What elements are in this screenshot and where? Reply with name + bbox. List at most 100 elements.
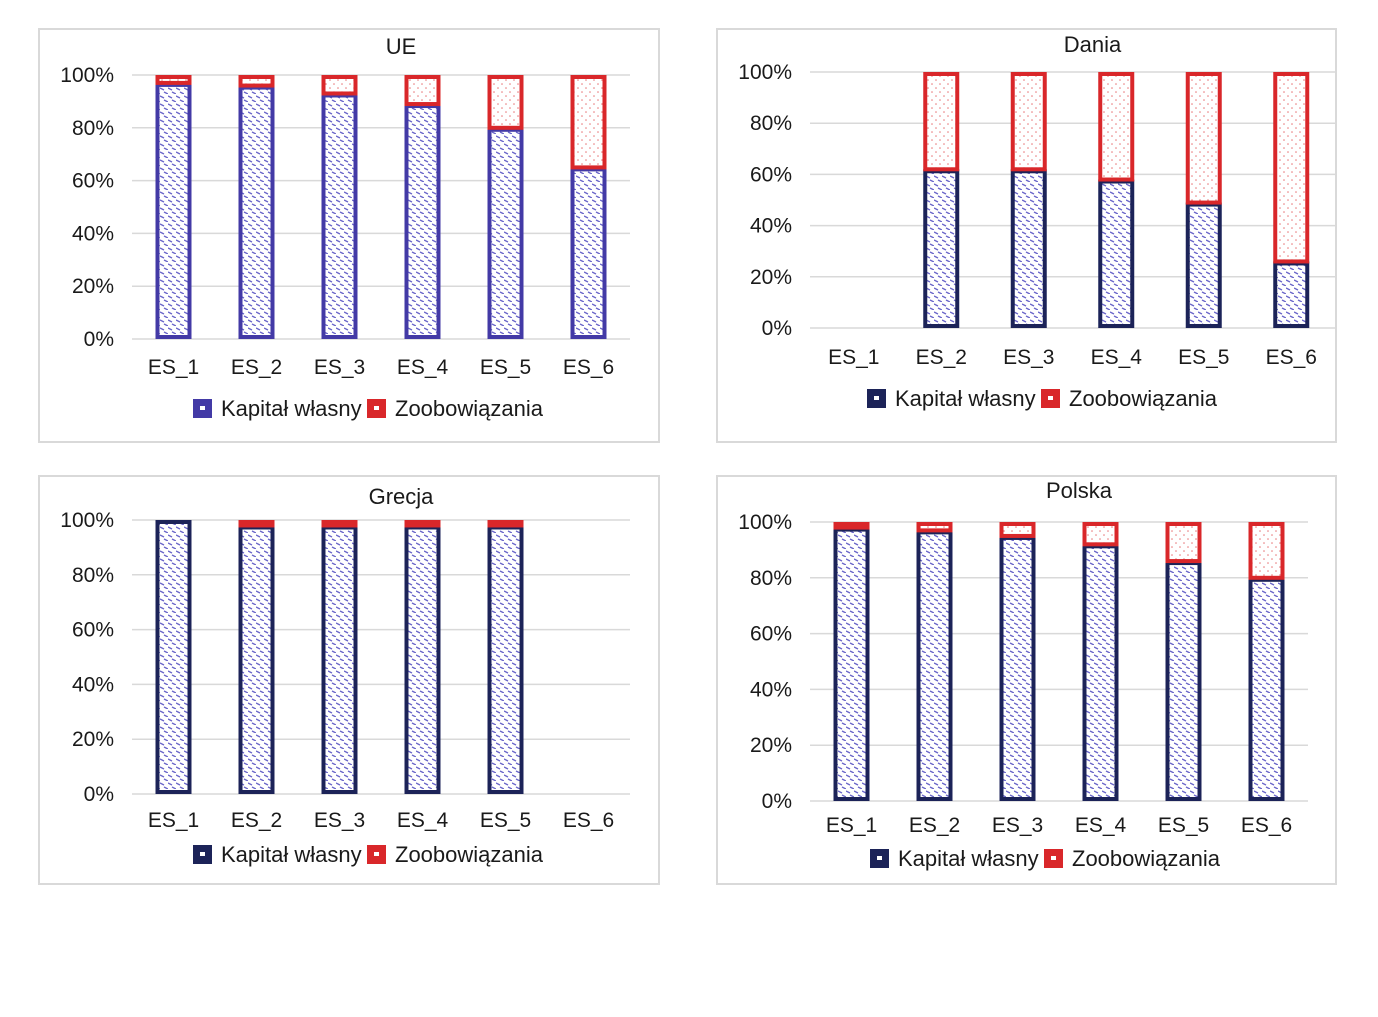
x-tick-label: ES_6	[1266, 346, 1317, 369]
y-tick-label: 60%	[72, 170, 114, 193]
y-tick-label: 0%	[762, 790, 792, 813]
bar-kapital-wlasny	[833, 527, 870, 802]
chart-dania: Dania 0% 20% 40% 60% 80% 100% ES_1 ES_2 ES_3 ES_4 E…	[738, 32, 1335, 411]
y-tick-label: 100%	[60, 509, 114, 532]
x-tick-label: ES_6	[1241, 814, 1292, 837]
bar-kapital-wlasny	[238, 525, 275, 794]
chart-ue: UE 0% 20% 40% 60% 80% 100% ES_1 ES_2 ES_3 ES_4 ES_5…	[60, 34, 630, 421]
chart-panel-polska: Polska 0% 20% 40% 60% 80% 100% ES_1 ES_2 ES_3 ES_4…	[716, 475, 1337, 885]
y-tick-label: 20%	[750, 734, 792, 757]
bar-kapital-wlasny	[916, 530, 953, 802]
x-tick-label: ES_5	[1158, 814, 1209, 837]
legend-label: Kapitał własny	[898, 846, 1039, 871]
bar-kapital-wlasny	[404, 525, 441, 794]
bar-zoobowiazania	[923, 72, 960, 172]
bar-zoobowiazania	[1273, 72, 1310, 264]
y-tick-label: 40%	[750, 215, 792, 238]
x-tick-label: ES_5	[480, 809, 531, 832]
bar-zoobowiazania	[321, 520, 358, 528]
y-tick-label: 100%	[738, 61, 792, 84]
bar-kapital-wlasny	[923, 169, 960, 328]
y-tick-label: 0%	[762, 317, 792, 340]
bar-kapital-wlasny	[155, 82, 192, 339]
legend-label: Zoobowiązania	[1072, 846, 1221, 871]
x-tick-label: ES_4	[1075, 814, 1127, 837]
legend-label: Kapitał własny	[221, 842, 362, 867]
bar-zoobowiazania	[916, 522, 953, 533]
y-tick-label: 20%	[72, 275, 114, 298]
bar-kapital-wlasny	[1273, 261, 1310, 329]
x-tick-label: ES_3	[314, 356, 365, 379]
x-tick-label: ES_2	[231, 356, 282, 379]
bar-kapital-wlasny	[238, 85, 275, 340]
y-tick-label: 60%	[750, 623, 792, 646]
chart-title: Dania	[1064, 32, 1122, 57]
bar-kapital-wlasny	[487, 127, 524, 339]
chart-panel-ue: UE 0% 20% 40% 60% 80% 100% ES_1 ES_2 ES_3 ES_4 ES_5…	[38, 28, 660, 443]
bar-zoobowiazania	[833, 522, 870, 530]
y-tick-label: 100%	[738, 511, 792, 534]
x-tick-label: ES_1	[826, 814, 877, 837]
legend-label: Kapitał własny	[221, 396, 362, 421]
chart-panel-grecja: Grecja 0% 20% 40% 60% 80% 100% ES_1 ES_2 ES_3 ES_4…	[38, 475, 660, 885]
bar-zoobowiazania	[1165, 522, 1202, 564]
y-tick-label: 80%	[72, 117, 114, 140]
x-tick-label: ES_5	[480, 356, 531, 379]
bar-kapital-wlasny	[1165, 561, 1202, 801]
bar-zoobowiazania	[238, 75, 275, 88]
legend-label: Zoobowiązania	[395, 842, 544, 867]
x-tick-label: ES_4	[1091, 346, 1143, 369]
chart-title: Grecja	[369, 484, 435, 509]
bar-kapital-wlasny	[999, 535, 1036, 801]
y-tick-label: 40%	[750, 678, 792, 701]
legend-label: Zoobowiązania	[395, 396, 544, 421]
x-tick-label: ES_2	[909, 814, 960, 837]
bar-kapital-wlasny	[1185, 202, 1222, 328]
bar-zoobowiazania	[1082, 522, 1119, 547]
x-tick-label: ES_3	[992, 814, 1043, 837]
chart-panel-dania: Dania 0% 20% 40% 60% 80% 100% ES_1 ES_2 ES_3 ES_4 E…	[716, 28, 1337, 443]
bar-zoobowiazania	[1010, 72, 1047, 172]
y-tick-label: 20%	[750, 266, 792, 289]
bar-kapital-wlasny	[487, 525, 524, 794]
chart-title: Polska	[1046, 478, 1113, 503]
bar-zoobowiazania	[999, 522, 1036, 538]
x-tick-label: ES_4	[397, 356, 449, 379]
bar-zoobowiazania	[570, 75, 607, 170]
bar-zoobowiazania	[404, 520, 441, 528]
x-tick-label: ES_1	[828, 346, 879, 369]
bar-zoobowiazania	[321, 75, 358, 96]
y-tick-label: 40%	[72, 222, 114, 245]
y-tick-label: 60%	[750, 163, 792, 186]
bar-kapital-wlasny	[1098, 179, 1135, 328]
x-tick-label: ES_3	[1003, 346, 1054, 369]
bar-kapital-wlasny	[155, 520, 192, 794]
y-tick-label: 100%	[60, 64, 114, 87]
y-tick-label: 80%	[72, 564, 114, 587]
chart-title: UE	[386, 34, 417, 59]
bar-zoobowiazania	[1185, 72, 1222, 205]
x-tick-label: ES_6	[563, 809, 614, 832]
bar-kapital-wlasny	[321, 525, 358, 794]
bar-kapital-wlasny	[1010, 169, 1047, 328]
x-tick-label: ES_6	[563, 356, 614, 379]
chart-polska: Polska 0% 20% 40% 60% 80% 100% ES_1 ES_2 ES_3 ES_4…	[738, 478, 1308, 871]
y-tick-label: 0%	[84, 783, 114, 806]
bar-zoobowiazania	[1098, 72, 1135, 182]
bar-kapital-wlasny	[1248, 577, 1285, 801]
chart-grecja: Grecja 0% 20% 40% 60% 80% 100% ES_1 ES_2 ES_3 ES_4…	[60, 484, 630, 867]
bar-zoobowiazania	[404, 75, 441, 107]
y-tick-label: 0%	[84, 328, 114, 351]
x-tick-label: ES_3	[314, 809, 365, 832]
y-tick-label: 60%	[72, 619, 114, 642]
y-tick-label: 40%	[72, 673, 114, 696]
x-tick-label: ES_2	[916, 346, 967, 369]
bar-zoobowiazania	[155, 75, 192, 85]
x-tick-label: ES_4	[397, 809, 449, 832]
legend-label: Kapitał własny	[895, 386, 1036, 411]
y-tick-label: 80%	[750, 567, 792, 590]
x-tick-label: ES_5	[1178, 346, 1229, 369]
bar-zoobowiazania	[1248, 522, 1285, 580]
legend-label: Zoobowiązania	[1069, 386, 1218, 411]
x-tick-label: ES_2	[231, 809, 282, 832]
